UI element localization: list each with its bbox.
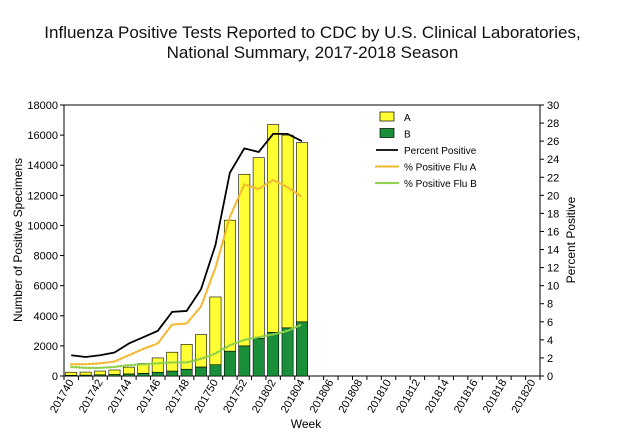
legend-label: Percent Positive bbox=[404, 146, 477, 157]
bar-a bbox=[238, 173, 251, 347]
legend-label: B bbox=[404, 130, 411, 141]
y-tick-label: 0 bbox=[52, 371, 58, 383]
y-tick-label: 12000 bbox=[27, 190, 58, 202]
bar-b bbox=[166, 370, 179, 377]
series-line-positive-flu-a bbox=[70, 178, 304, 366]
x-tick-label: 201746 bbox=[135, 378, 164, 416]
bar-a bbox=[122, 366, 135, 375]
y2-tick-label: 4 bbox=[547, 335, 553, 347]
x-tick-label: 201810 bbox=[365, 378, 394, 416]
y2-tick-label: 2 bbox=[547, 353, 553, 365]
y-axis-label: Number of Positive Specimens bbox=[11, 158, 25, 322]
bar-a bbox=[108, 369, 121, 375]
bar-a bbox=[79, 371, 92, 376]
x-tick-label: 201740 bbox=[48, 378, 77, 416]
legend: AB Percent Positive % Positive Flu A % Posi… bbox=[374, 111, 477, 190]
bar-a bbox=[137, 363, 150, 374]
bar-a bbox=[209, 296, 222, 366]
x-tick-label: 201752 bbox=[221, 378, 250, 416]
bar-b bbox=[137, 372, 150, 377]
chart-subtitle: National Summary, 2017-2018 Season bbox=[166, 43, 459, 62]
y-tick-label: 8000 bbox=[34, 251, 58, 263]
bar-b bbox=[151, 371, 164, 377]
bar-a bbox=[252, 157, 265, 339]
x-tick-label: 201802 bbox=[250, 378, 279, 416]
bar-b bbox=[209, 364, 222, 377]
bar-a bbox=[195, 334, 207, 368]
y2-tick-label: 20 bbox=[547, 190, 559, 202]
bar-b bbox=[238, 345, 251, 377]
x-tick-label: 201744 bbox=[106, 378, 135, 416]
legend-label: A bbox=[404, 113, 411, 124]
y-axis-left: 0 2000 4000 6000 8000 10000 12000 14000 16000 180… bbox=[27, 100, 64, 383]
x-tick-label: 201806 bbox=[308, 378, 337, 416]
bar-a bbox=[281, 134, 294, 329]
y-tick-label: 4000 bbox=[34, 311, 58, 323]
y2-tick-label: 22 bbox=[547, 172, 559, 184]
line-series bbox=[70, 133, 304, 369]
y2-tick-label: 26 bbox=[547, 136, 559, 148]
y-tick-label: 18000 bbox=[27, 100, 58, 112]
x-axis: 201740 201742 201744 201746 201748 201750 2017… bbox=[48, 376, 541, 416]
x-tick-label: 201812 bbox=[394, 378, 423, 416]
x-axis-label: Week bbox=[291, 417, 322, 431]
bar-a bbox=[223, 219, 236, 352]
y-tick-label: 14000 bbox=[27, 160, 58, 172]
bar-b bbox=[180, 368, 193, 377]
chart-title: Influenza Positive Tests Reported to CDC… bbox=[44, 23, 581, 42]
bar-series bbox=[65, 124, 308, 377]
legend-label: % Positive Flu B bbox=[404, 179, 477, 190]
y2-tick-label: 8 bbox=[547, 299, 553, 311]
x-tick-label: 201742 bbox=[77, 378, 106, 416]
x-tick-label: 201748 bbox=[163, 378, 192, 416]
y2-tick-label: 6 bbox=[547, 317, 553, 329]
x-tick-label: 201820 bbox=[510, 378, 539, 416]
x-tick-label: 201750 bbox=[192, 378, 221, 416]
legend-swatch bbox=[379, 111, 395, 122]
bar-a bbox=[65, 371, 78, 376]
bar-b bbox=[281, 327, 294, 377]
legend-swatch bbox=[379, 128, 395, 138]
bar-b bbox=[223, 350, 236, 377]
y-tick-label: 16000 bbox=[27, 130, 58, 142]
bar-b bbox=[296, 321, 308, 377]
bar-a bbox=[151, 357, 164, 373]
series-line-percent-positive bbox=[71, 133, 303, 358]
y-tick-label: 2000 bbox=[34, 341, 58, 353]
y-tick-label: 6000 bbox=[34, 281, 58, 293]
x-tick-label: 201816 bbox=[452, 378, 481, 416]
bar-b bbox=[122, 373, 135, 377]
y2-tick-label: 18 bbox=[547, 208, 559, 220]
x-tick-label: 201808 bbox=[337, 378, 366, 416]
y2-tick-label: 10 bbox=[547, 281, 559, 293]
y2-tick-label: 12 bbox=[547, 263, 559, 275]
legend-label: % Positive Flu A bbox=[404, 163, 477, 174]
y2-axis-label: Percent Positive bbox=[564, 196, 578, 283]
bar-b bbox=[267, 332, 280, 377]
series-line-positive-flu-b bbox=[70, 323, 304, 369]
y2-tick-label: 24 bbox=[547, 154, 559, 166]
y2-tick-label: 30 bbox=[547, 100, 559, 112]
bar-a bbox=[94, 370, 106, 376]
bar-b bbox=[252, 338, 265, 377]
bar-a bbox=[267, 124, 280, 333]
y-tick-label: 10000 bbox=[27, 220, 58, 232]
x-tick-label: 201804 bbox=[279, 378, 308, 416]
y2-tick-label: 14 bbox=[547, 245, 559, 257]
x-tick-label: 201818 bbox=[481, 378, 510, 416]
y2-tick-label: 28 bbox=[547, 118, 559, 130]
x-tick-label: 201814 bbox=[423, 378, 452, 416]
bar-b bbox=[195, 366, 207, 377]
y2-tick-label: 0 bbox=[547, 371, 553, 383]
bar-a bbox=[296, 142, 308, 323]
bar-a bbox=[180, 344, 193, 370]
y2-tick-label: 16 bbox=[547, 226, 559, 238]
